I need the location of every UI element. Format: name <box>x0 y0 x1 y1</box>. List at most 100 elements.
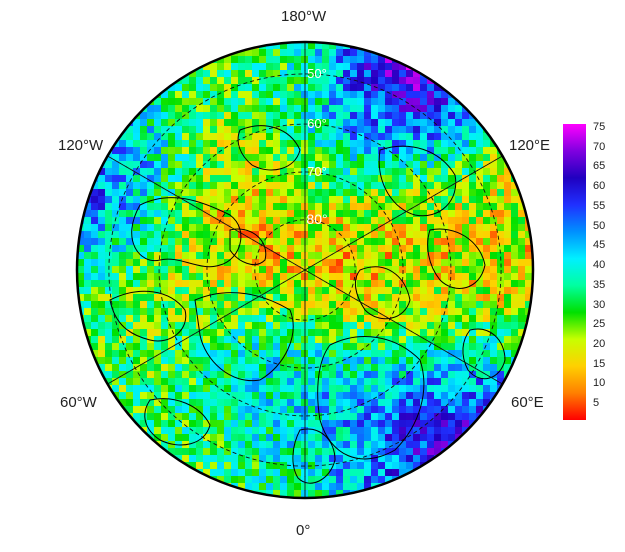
data-cell <box>315 42 323 50</box>
data-cell <box>455 140 463 148</box>
data-cell <box>322 385 330 393</box>
data-cell <box>294 224 302 232</box>
data-cell <box>224 189 232 197</box>
data-cell <box>343 392 351 400</box>
data-cell <box>476 154 484 162</box>
data-cell <box>441 119 449 127</box>
data-cell <box>378 70 386 78</box>
data-cell <box>154 196 162 204</box>
data-cell <box>448 434 456 442</box>
data-cell <box>364 217 372 225</box>
data-cell <box>210 434 218 442</box>
data-cell <box>441 91 449 99</box>
data-cell <box>392 105 400 113</box>
data-cell <box>154 378 162 386</box>
data-cell <box>511 273 519 281</box>
data-cell <box>308 49 316 57</box>
data-cell <box>266 392 274 400</box>
data-cell <box>371 84 379 92</box>
data-cell <box>273 245 281 253</box>
data-cell <box>196 168 204 176</box>
data-cell <box>420 168 428 176</box>
data-cell <box>308 266 316 274</box>
data-cell <box>210 343 218 351</box>
data-cell <box>231 406 239 414</box>
data-cell <box>476 126 484 134</box>
data-cell <box>203 329 211 337</box>
data-cell <box>469 140 477 148</box>
data-cell <box>357 469 365 477</box>
data-cell <box>315 259 323 267</box>
data-cell <box>441 378 449 386</box>
data-cell <box>126 343 134 351</box>
data-cell <box>154 315 162 323</box>
data-cell <box>119 350 127 358</box>
data-cell <box>77 245 85 253</box>
data-cell <box>252 469 260 477</box>
data-cell <box>343 441 351 449</box>
data-cell <box>490 280 498 288</box>
data-cell <box>420 441 428 449</box>
data-cell <box>441 427 449 435</box>
data-cell <box>371 231 379 239</box>
data-cell <box>371 462 379 470</box>
data-cell <box>399 455 407 463</box>
data-cell <box>252 84 260 92</box>
data-cell <box>287 399 295 407</box>
data-cell <box>448 168 456 176</box>
data-cell <box>252 301 260 309</box>
data-cell <box>252 147 260 155</box>
data-cell <box>427 399 435 407</box>
data-cell <box>357 161 365 169</box>
data-cell <box>217 105 225 113</box>
data-cell <box>154 434 162 442</box>
data-cell <box>329 273 337 281</box>
data-cell <box>154 133 162 141</box>
data-cell <box>168 98 176 106</box>
data-cell <box>385 308 393 316</box>
data-cell <box>133 287 141 295</box>
data-cell <box>259 427 267 435</box>
data-cell <box>336 357 344 365</box>
data-cell <box>189 392 197 400</box>
data-cell <box>238 315 246 323</box>
data-cell <box>210 119 218 127</box>
data-cell <box>105 336 113 344</box>
data-cell <box>406 420 414 428</box>
data-cell <box>168 315 176 323</box>
data-cell <box>294 294 302 302</box>
data-cell <box>385 140 393 148</box>
data-cell <box>147 385 155 393</box>
data-cell <box>126 301 134 309</box>
data-cell <box>252 154 260 162</box>
data-cell <box>231 434 239 442</box>
data-cell <box>217 98 225 106</box>
data-cell <box>238 231 246 239</box>
colorbar-tick-label: 75 <box>593 120 606 133</box>
data-cell <box>140 392 148 400</box>
data-cell <box>385 364 393 372</box>
data-cell <box>126 196 134 204</box>
data-cell <box>385 91 393 99</box>
data-cell <box>385 273 393 281</box>
data-cell <box>525 266 533 274</box>
data-cell <box>168 203 176 211</box>
data-cell <box>147 175 155 183</box>
data-cell <box>231 329 239 337</box>
data-cell <box>245 434 253 442</box>
data-cell <box>364 420 372 428</box>
data-cell <box>483 245 491 253</box>
data-cell <box>357 133 365 141</box>
data-cell <box>427 112 435 120</box>
data-cell <box>280 469 288 477</box>
data-cell <box>273 455 281 463</box>
data-cell <box>77 238 85 246</box>
data-cell <box>413 406 421 414</box>
data-cell <box>140 140 148 148</box>
data-cell <box>308 231 316 239</box>
data-cell <box>329 126 337 134</box>
data-cell <box>231 287 239 295</box>
data-cell <box>294 266 302 274</box>
data-cell <box>448 266 456 274</box>
data-cell <box>203 245 211 253</box>
